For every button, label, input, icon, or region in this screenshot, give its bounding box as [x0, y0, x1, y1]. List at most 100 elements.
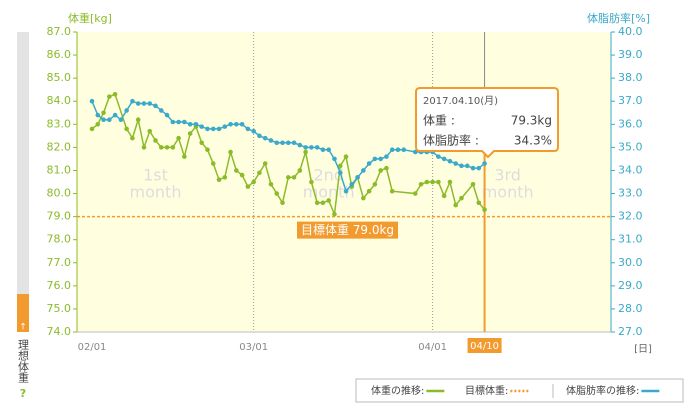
- data-point: [228, 122, 233, 127]
- data-point: [337, 163, 343, 169]
- data-point: [124, 108, 129, 113]
- data-point: [245, 184, 251, 189]
- data-point: [355, 175, 360, 180]
- tooltip-row-value: 34.3%: [514, 134, 552, 148]
- data-point: [141, 101, 147, 106]
- data-point: [297, 168, 303, 173]
- data-point: [285, 140, 291, 146]
- data-point: [447, 158, 453, 164]
- data-point: [193, 122, 199, 127]
- sidebar-arrow: ↑: [19, 323, 27, 333]
- tooltip-row-label: 体重 :: [423, 114, 455, 128]
- data-point: [401, 147, 407, 152]
- data-point: [389, 188, 395, 194]
- y2-tick-label: 35.0: [618, 140, 643, 153]
- data-point: [147, 101, 153, 106]
- data-point: [210, 126, 216, 132]
- data-point: [285, 175, 291, 180]
- data-point: [187, 122, 193, 127]
- data-point: [222, 124, 228, 129]
- y-tick-label: 75.0: [47, 302, 72, 315]
- data-point: [326, 147, 332, 152]
- y-tick-label: 87.0: [47, 25, 72, 38]
- month-label: month: [482, 183, 534, 202]
- data-point: [314, 145, 320, 150]
- target-label-box: [297, 221, 398, 239]
- data-point: [239, 172, 245, 178]
- y2-tick-label: 34.0: [618, 163, 643, 176]
- data-point: [251, 179, 256, 185]
- data-point: [314, 200, 320, 206]
- data-point: [418, 182, 424, 187]
- tooltip-row-label: 体脂肪率 :: [423, 133, 479, 148]
- data-point: [95, 122, 101, 127]
- data-point: [274, 191, 280, 196]
- y-tick-label: 80.0: [47, 187, 72, 200]
- data-point: [199, 124, 204, 129]
- help-icon[interactable]: ?: [20, 387, 26, 400]
- data-point: [199, 140, 204, 146]
- highlight-x-box: [467, 338, 502, 353]
- data-point: [332, 212, 337, 217]
- data-point: [436, 179, 441, 185]
- data-point: [135, 117, 141, 122]
- data-point: [89, 98, 95, 104]
- data-point: [366, 161, 372, 166]
- legend-label: 目標体重:: [465, 384, 508, 397]
- data-point: [332, 156, 337, 162]
- y-tick-label: 78.0: [47, 233, 72, 246]
- data-point: [343, 188, 349, 194]
- y-tick-label: 85.0: [47, 71, 72, 84]
- data-point: [291, 175, 297, 180]
- data-point: [384, 165, 389, 171]
- data-point: [216, 177, 222, 182]
- data-point: [95, 112, 101, 118]
- data-point: [326, 198, 332, 203]
- y-tick-label: 82.0: [47, 140, 72, 153]
- y-tick-label: 86.0: [47, 48, 72, 61]
- data-point: [118, 117, 124, 122]
- data-point: [309, 179, 314, 185]
- data-point: [158, 145, 164, 150]
- y2-tick-label: 30.0: [618, 256, 643, 269]
- data-point: [124, 126, 129, 132]
- data-point: [170, 119, 176, 125]
- data-point: [234, 168, 239, 173]
- x-unit: [日]: [634, 344, 652, 355]
- data-point: [176, 119, 181, 125]
- data-point: [372, 182, 378, 187]
- month-label: 3rd: [494, 166, 521, 185]
- data-point: [309, 145, 314, 150]
- data-point: [291, 140, 297, 146]
- data-point: [216, 126, 222, 132]
- series-line: [91, 93, 486, 218]
- data-point: [101, 110, 106, 116]
- sidebar-label: 理想体重: [17, 339, 30, 383]
- data-point: [320, 200, 326, 206]
- data-point: [205, 147, 210, 152]
- y-tick-label: 76.0: [47, 279, 72, 292]
- data-point: [476, 200, 482, 206]
- target-label: 目標体重 79.0kg: [301, 223, 394, 237]
- y2-tick-label: 37.0: [618, 94, 643, 107]
- y2-tick-label: 33.0: [618, 187, 643, 200]
- data-point: [470, 165, 476, 171]
- y2-tick-label: 29.0: [618, 279, 643, 292]
- data-point: [164, 112, 170, 118]
- data-point: [470, 182, 476, 187]
- y-tick-label: 84.0: [47, 94, 72, 107]
- month-label: 2nd: [313, 166, 343, 185]
- data-point: [182, 154, 187, 159]
- data-point: [441, 156, 447, 162]
- x-tick-label: 03/01: [239, 342, 268, 353]
- data-point: [205, 126, 210, 132]
- data-point: [176, 135, 181, 141]
- x-tick-label: 02/01: [78, 342, 107, 353]
- data-point: [268, 138, 274, 143]
- sidebar-fill: [17, 294, 29, 332]
- highlight-x-label: 04/10: [470, 341, 499, 352]
- y2-tick-label: 36.0: [618, 117, 643, 130]
- data-point: [268, 182, 274, 187]
- y-tick-label: 79.0: [47, 210, 72, 223]
- data-point: [107, 117, 112, 122]
